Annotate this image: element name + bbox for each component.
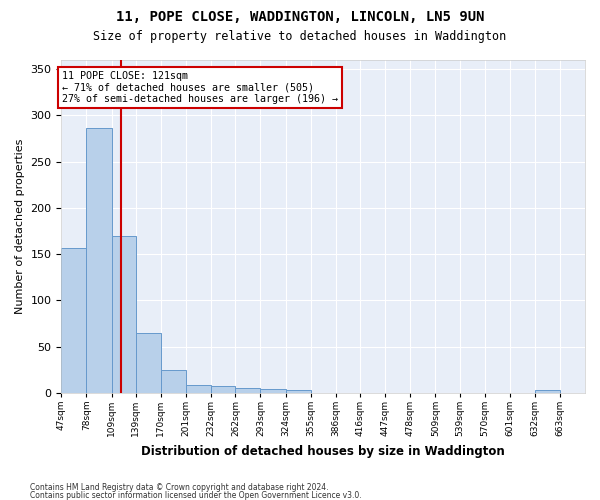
Bar xyxy=(211,386,235,393)
Text: 11 POPE CLOSE: 121sqm
← 71% of detached houses are smaller (505)
27% of semi-det: 11 POPE CLOSE: 121sqm ← 71% of detached … xyxy=(62,71,338,104)
Text: Contains public sector information licensed under the Open Government Licence v3: Contains public sector information licen… xyxy=(30,491,362,500)
Bar xyxy=(286,390,311,393)
Bar xyxy=(61,248,86,393)
Bar xyxy=(535,390,560,393)
X-axis label: Distribution of detached houses by size in Waddington: Distribution of detached houses by size … xyxy=(142,444,505,458)
Text: Contains HM Land Registry data © Crown copyright and database right 2024.: Contains HM Land Registry data © Crown c… xyxy=(30,484,329,492)
Bar xyxy=(136,332,161,393)
Bar xyxy=(235,388,260,393)
Text: Size of property relative to detached houses in Waddington: Size of property relative to detached ho… xyxy=(94,30,506,43)
Bar xyxy=(186,384,211,393)
Bar xyxy=(260,389,286,393)
Text: 11, POPE CLOSE, WADDINGTON, LINCOLN, LN5 9UN: 11, POPE CLOSE, WADDINGTON, LINCOLN, LN5… xyxy=(116,10,484,24)
Bar xyxy=(86,128,112,393)
Y-axis label: Number of detached properties: Number of detached properties xyxy=(15,138,25,314)
Bar xyxy=(161,370,186,393)
Bar xyxy=(112,236,136,393)
